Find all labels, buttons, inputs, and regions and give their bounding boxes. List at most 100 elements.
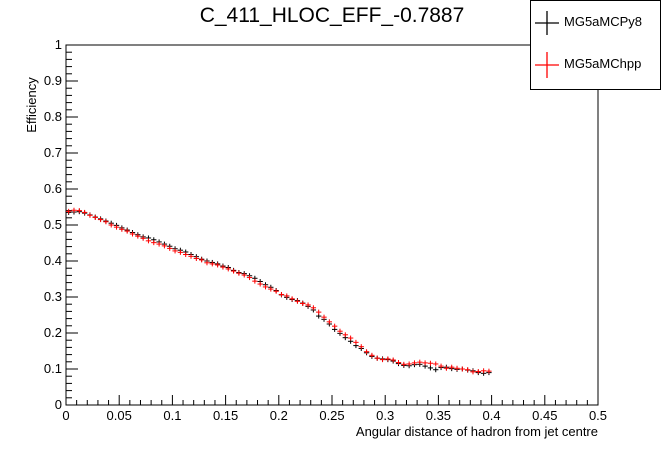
data-point: [140, 235, 146, 241]
data-point: [273, 288, 279, 294]
data-point: [411, 360, 418, 366]
data-point: [209, 261, 215, 267]
data-point: [71, 207, 77, 213]
legend-label-mg5amcpy8: MG5aMCPy8: [564, 14, 643, 29]
data-point: [177, 249, 184, 255]
data-point: [124, 228, 130, 234]
data-point: [103, 219, 109, 225]
x-tick-label: 0.05: [107, 408, 132, 423]
data-marks: [66, 207, 492, 376]
data-point: [183, 252, 189, 258]
x-tick-label: 0.3: [376, 408, 394, 423]
x-axis-label: Angular distance of hadron from jet cent…: [356, 424, 598, 439]
data-point: [465, 367, 471, 373]
data-point: [379, 357, 386, 363]
data-point: [332, 323, 338, 329]
data-point: [230, 268, 237, 274]
data-point: [241, 272, 247, 278]
x-tick-label: 0.45: [532, 408, 557, 423]
data-point: [135, 233, 141, 239]
data-point: [369, 352, 375, 358]
data-point: [225, 266, 231, 272]
legend: MG5aMCPy8 MG5aMChpp: [530, 0, 661, 90]
y-tick-label: 0.4: [44, 253, 62, 268]
data-point: [161, 243, 168, 249]
y-tick-label: 0.5: [44, 217, 62, 232]
data-point: [475, 369, 481, 375]
series-MG5aMChpp: [66, 207, 492, 375]
data-point: [321, 314, 327, 320]
y-tick-label: 0.6: [44, 181, 62, 196]
data-point: [406, 361, 412, 367]
legend-label-mg5amchpp: MG5aMChpp: [564, 56, 642, 71]
data-point: [156, 241, 162, 247]
data-point: [363, 349, 370, 355]
x-tick-label: 0: [62, 408, 69, 423]
data-point: [113, 224, 120, 230]
y-tick-label: 1: [55, 37, 62, 52]
data-point: [358, 344, 364, 350]
data-point: [385, 356, 391, 362]
data-point: [97, 217, 104, 223]
data-point: [278, 291, 285, 297]
data-point: [236, 270, 242, 276]
data-point: [92, 214, 98, 220]
data-point: [417, 359, 423, 365]
data-point: [342, 332, 348, 338]
data-point: [390, 357, 396, 363]
data-point: [427, 360, 434, 366]
data-point: [353, 339, 359, 345]
data-point: [433, 361, 439, 367]
data-point: [214, 262, 221, 268]
x-tick-label: 0.2: [270, 408, 288, 423]
data-point: [268, 286, 274, 292]
y-tick-label: 0.2: [44, 325, 62, 340]
data-point: [108, 222, 114, 228]
y-tick-label: 0.7: [44, 145, 62, 160]
data-point: [300, 300, 306, 306]
data-point: [438, 363, 444, 369]
data-point: [305, 302, 311, 308]
data-point: [480, 368, 487, 374]
data-point: [81, 209, 88, 215]
data-point: [316, 309, 322, 315]
data-point: [310, 305, 317, 311]
data-point: [145, 238, 152, 244]
data-point: [486, 368, 492, 374]
data-point: [470, 369, 476, 375]
data-point: [119, 226, 125, 232]
data-point: [395, 360, 402, 366]
data-point: [252, 278, 258, 284]
data-point: [443, 365, 450, 371]
y-axis-label: Efficiency: [24, 77, 39, 133]
data-point: [167, 245, 173, 251]
data-point: [294, 298, 301, 304]
legend-entry-mg5amcpy8: MG5aMCPy8: [531, 7, 662, 37]
data-point: [427, 365, 434, 371]
data-point: [284, 293, 290, 299]
chart-title: C_411_HLOC_EFF_-0.7887: [199, 4, 465, 27]
data-point: [289, 296, 295, 302]
x-tick-label: 0.1: [163, 408, 181, 423]
x-tick-label: 0.5: [589, 408, 607, 423]
legend-marker-red: [535, 52, 559, 78]
data-point: [204, 260, 210, 266]
data-point: [87, 212, 93, 218]
data-point: [374, 355, 380, 361]
data-point: [454, 365, 460, 371]
data-point: [257, 281, 263, 287]
plot-frame: [65, 44, 599, 406]
y-tick-label: 0.9: [44, 73, 62, 88]
data-point: [199, 257, 205, 263]
data-point: [188, 253, 194, 259]
data-point: [172, 248, 178, 254]
data-point: [262, 284, 269, 290]
data-point: [129, 231, 136, 237]
y-tick-label: 0.8: [44, 109, 62, 124]
data-point: [433, 367, 439, 373]
x-tick-label: 0.4: [483, 408, 501, 423]
data-point: [66, 208, 72, 214]
data-point: [422, 360, 428, 366]
data-point: [337, 328, 343, 334]
